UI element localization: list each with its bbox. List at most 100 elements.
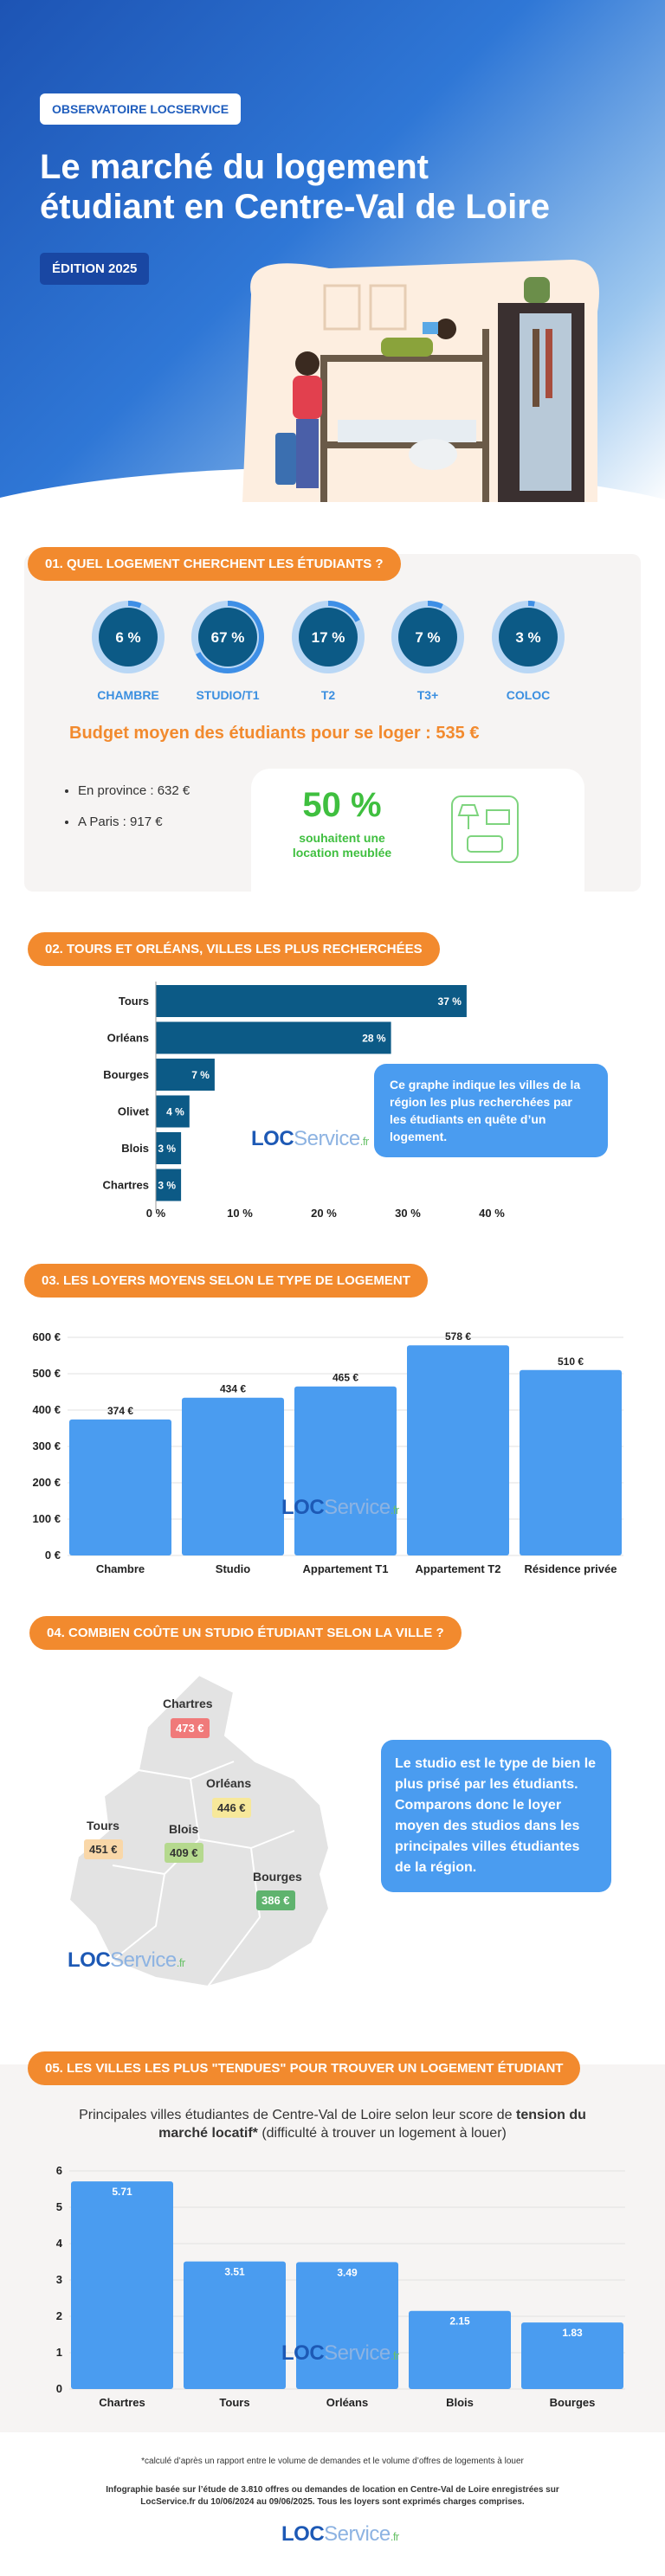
donut-arc	[492, 601, 565, 673]
donut-arc	[191, 601, 264, 673]
students-illustration	[242, 260, 599, 502]
page-title: Le marché du logement étudiant en Centre…	[40, 147, 646, 227]
section-1-title: 01. QUEL LOGEMENT CHERCHENT LES ÉTUDIANT…	[28, 547, 401, 581]
map-city-price: 446 €	[212, 1798, 251, 1818]
x-tick: 40 %	[479, 1207, 505, 1220]
budget-text: Budget moyen des étudiants pour se loger…	[69, 724, 480, 743]
observatoire-badge: OBSERVATOIRE LOCSERVICE	[40, 93, 242, 125]
donut-category-label: T2	[320, 688, 336, 702]
section-3-title: 03. LES LOYERS MOYENS SELON LE TYPE DE L…	[24, 1264, 428, 1298]
vbar-value: 510 €	[558, 1356, 584, 1368]
hbar-category: Chartres	[103, 1179, 149, 1192]
locservice-watermark: LOCService.fr	[281, 2341, 399, 2365]
donut-core	[99, 608, 158, 667]
y-tick: 0	[56, 2382, 62, 2395]
map-city-price: 386 €	[256, 1890, 295, 1910]
y-tick: 100 €	[32, 1512, 61, 1525]
donut-core	[499, 608, 558, 667]
budget-list: En province : 632 € A Paris : 917 €	[61, 776, 190, 838]
hbar-value: 3 %	[158, 1180, 176, 1192]
y-tick: 2	[56, 2309, 62, 2322]
vbar	[296, 2262, 398, 2389]
locservice-watermark: LOCService.fr	[281, 1496, 399, 1519]
x-category: Studio	[216, 1562, 250, 1575]
hbar	[156, 1132, 182, 1164]
vbar-value: 3.51	[224, 2266, 245, 2278]
title-line-1: Le marché du logement	[40, 148, 429, 186]
x-category: Appartement T2	[416, 1562, 501, 1575]
hbar-category: Blois	[121, 1142, 149, 1155]
studio-callout: Le studio est le type de bien le plus pr…	[381, 1740, 611, 1892]
hbar-category: Orléans	[107, 1032, 149, 1045]
vbar-value: 1.83	[562, 2327, 583, 2339]
vbar	[71, 2181, 173, 2389]
y-tick: 600 €	[32, 1330, 61, 1343]
rent-by-type-chart: 0 € 100 € 200 € 300 € 400 € 500 € 600 € 374 € Ch…	[32, 1330, 623, 1575]
vbar-value: 2.15	[449, 2315, 470, 2328]
map-city-name: Bourges	[253, 1870, 302, 1884]
map-city-price: 451 €	[84, 1839, 123, 1859]
donut-category-label: COLOC	[506, 688, 551, 702]
x-category: Tours	[219, 2396, 249, 2409]
hbar	[156, 1095, 190, 1128]
footnote: *calculé d’après un rapport entre le vol…	[141, 2457, 524, 2466]
searched-cities-callout: Ce graphe indique les villes de la régio…	[374, 1064, 608, 1157]
vbar-value: 434 €	[220, 1383, 246, 1395]
x-tick: 10 %	[227, 1207, 253, 1220]
hbar-value: 28 %	[362, 1033, 386, 1045]
donut-value: 67 %	[211, 629, 245, 646]
donut-value: 3 %	[515, 629, 540, 646]
donut-value: 17 %	[312, 629, 345, 646]
y-tick: 0 €	[45, 1549, 61, 1562]
section-5-title: 05. LES VILLES LES PLUS "TENDUES" POUR T…	[28, 2051, 581, 2085]
y-tick: 300 €	[32, 1439, 61, 1452]
edition-badge: ÉDITION 2025	[40, 253, 150, 285]
x-category: Orléans	[326, 2396, 368, 2409]
y-tick: 1	[56, 2346, 62, 2359]
x-category: Résidence privée	[525, 1562, 617, 1575]
donut-arc	[92, 601, 165, 673]
y-tick: 200 €	[32, 1476, 61, 1489]
map-city-name: Tours	[87, 1819, 119, 1832]
furnished-percent: 50 %	[302, 786, 382, 824]
x-category: Blois	[446, 2396, 474, 2409]
locservice-logo: LOCService.fr	[281, 2522, 399, 2546]
vbar	[520, 1369, 622, 1555]
hbar	[156, 1021, 391, 1054]
donut-category-label: T3+	[416, 688, 439, 702]
donut-category-label: CHAMBRE	[97, 688, 159, 702]
vbar-value: 465 €	[332, 1372, 358, 1384]
x-category: Chartres	[99, 2396, 145, 2409]
hbar-value: 4 %	[166, 1106, 184, 1118]
vbar-value: 578 €	[445, 1330, 471, 1343]
map-city-price: 409 €	[165, 1843, 203, 1863]
y-tick: 4	[56, 2237, 63, 2250]
vbar	[409, 2310, 511, 2389]
source-text: Infographie basée sur l’étude de 3.810 o…	[106, 2485, 559, 2507]
map-city-price: 473 €	[171, 1718, 210, 1738]
list-item: A Paris : 917 €	[78, 807, 190, 838]
hbar	[156, 1169, 182, 1201]
x-tick: 20 %	[311, 1207, 337, 1220]
vbar	[182, 1397, 284, 1555]
vbar	[69, 1419, 171, 1555]
searched-cities-chart: Tours 37 % Orléans 28 % Bourges 7 % Olivet 4 % B…	[103, 982, 505, 1220]
hbar-value: 7 %	[191, 1069, 210, 1081]
list-item: En province : 632 €	[78, 776, 190, 807]
hbar-category: Olivet	[118, 1105, 150, 1118]
tension-subtitle: Principales villes étudiantes de Centre-…	[79, 2108, 586, 2141]
y-tick: 400 €	[32, 1403, 61, 1416]
x-tick: 30 %	[395, 1207, 421, 1220]
map-city-name: Blois	[169, 1822, 199, 1836]
donut-value: 7 %	[415, 629, 440, 646]
x-category: Chambre	[96, 1562, 145, 1575]
donut-core	[198, 608, 257, 667]
donut-core	[299, 608, 358, 667]
x-category: Bourges	[550, 2396, 596, 2409]
vbar	[294, 1386, 397, 1555]
donut-arc	[391, 601, 464, 673]
x-tick: 0 %	[146, 1207, 166, 1220]
tension-score-chart: 0 1 2 3 4 5 6 5.71 Chartres 3.51 Tours 3.49 Orléans 2…	[56, 2164, 625, 2409]
furnished-card: 50 % souhaitent une location meublée	[251, 769, 584, 892]
hbar-value: 37 %	[438, 995, 462, 1008]
